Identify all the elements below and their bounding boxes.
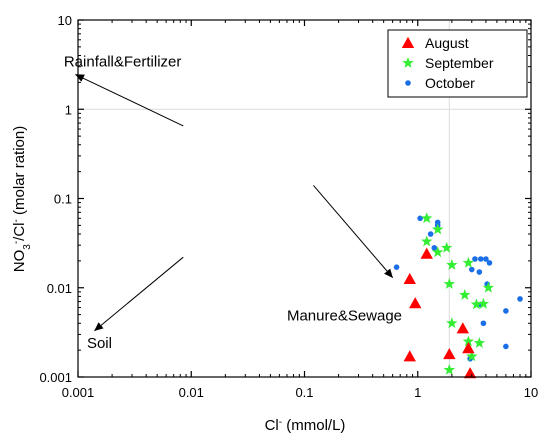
- y-tick-label: 0.01: [47, 281, 72, 296]
- annotation-label: Manure&Sewage: [287, 307, 402, 324]
- y-tick-label: 1: [65, 102, 72, 117]
- trend-arrow: [75, 74, 184, 127]
- data-point-october: [486, 260, 493, 266]
- trend-arrow: [94, 256, 184, 332]
- x-axis-title: Cl- (mmol/L): [265, 417, 346, 435]
- legend-label: October: [425, 75, 475, 91]
- data-point-september: [462, 256, 475, 268]
- data-point-august: [443, 348, 456, 360]
- legend-label: September: [425, 55, 494, 71]
- legend-swatch-october: [405, 80, 411, 86]
- data-point-september: [421, 235, 433, 247]
- data-point-october: [477, 256, 484, 262]
- data-point-august: [403, 350, 416, 362]
- data-point-august: [420, 247, 433, 259]
- data-point-september: [431, 223, 444, 235]
- data-point-september: [443, 363, 456, 375]
- data-point-august: [462, 342, 475, 354]
- data-point-october: [483, 256, 489, 262]
- legend-box: [387, 29, 528, 98]
- data-point-october: [517, 296, 523, 302]
- annotations: Rainfall&Fertilizer Manure&Sewage Soil: [64, 54, 402, 353]
- x-tick-label: 0.01: [179, 385, 204, 400]
- data-point-september: [443, 278, 456, 289]
- legend-swatch-august: [401, 36, 415, 48]
- data-point-october: [427, 231, 434, 237]
- data-point-october: [434, 219, 441, 226]
- data-point-october: [431, 245, 438, 251]
- x-tick-label: 0.1: [295, 385, 313, 400]
- data-point-october: [417, 215, 423, 222]
- data-point-august: [409, 297, 422, 309]
- data-point-august: [456, 322, 470, 334]
- trend-arrow: [313, 185, 394, 278]
- y-tick-label: 0.1: [54, 192, 72, 207]
- data-point-october: [393, 264, 400, 270]
- data-point-october: [503, 308, 509, 314]
- data-point-september: [470, 298, 483, 310]
- data-point-september: [431, 246, 444, 258]
- data-point-october: [472, 256, 478, 262]
- annotation-label: Rainfall&Fertilizer: [64, 54, 182, 71]
- legend-swatch-september: [402, 57, 414, 68]
- data-point-september: [459, 288, 471, 300]
- y-axis-title: NO3-/Cl- (molar ration): [11, 126, 33, 272]
- data-point-september: [446, 317, 458, 329]
- tick-labels: 0.001 0.01 0.1 1 10 0.001 0.01 0.1 1 10: [39, 13, 538, 400]
- data-points: [393, 212, 523, 379]
- data-point-october: [503, 343, 509, 350]
- data-point-september: [446, 258, 458, 270]
- x-tick-label: 10: [524, 385, 538, 400]
- data-point-september: [462, 335, 475, 347]
- annotation-label: Soil: [87, 335, 112, 352]
- y-tick-label: 10: [58, 13, 72, 28]
- series-september: [421, 212, 495, 375]
- data-point-september: [466, 350, 478, 362]
- data-point-october: [468, 266, 475, 273]
- data-point-october: [476, 269, 483, 275]
- plot-frame: [77, 19, 532, 378]
- x-tick-label: 0.001: [62, 385, 95, 400]
- trend-arrows: [75, 74, 394, 332]
- data-point-september: [477, 297, 490, 309]
- legend-label: August: [425, 35, 469, 51]
- data-point-august: [463, 367, 477, 379]
- data-point-september: [421, 212, 433, 224]
- data-point-october: [480, 320, 487, 327]
- data-point-august: [403, 272, 416, 285]
- legend: August September October: [387, 29, 528, 98]
- data-point-september: [440, 241, 453, 253]
- data-point-september: [482, 281, 495, 293]
- y-tick-label: 0.001: [39, 370, 72, 385]
- series-august: [403, 247, 477, 379]
- data-point-september: [473, 337, 486, 348]
- x-tick-label: 1: [414, 385, 421, 400]
